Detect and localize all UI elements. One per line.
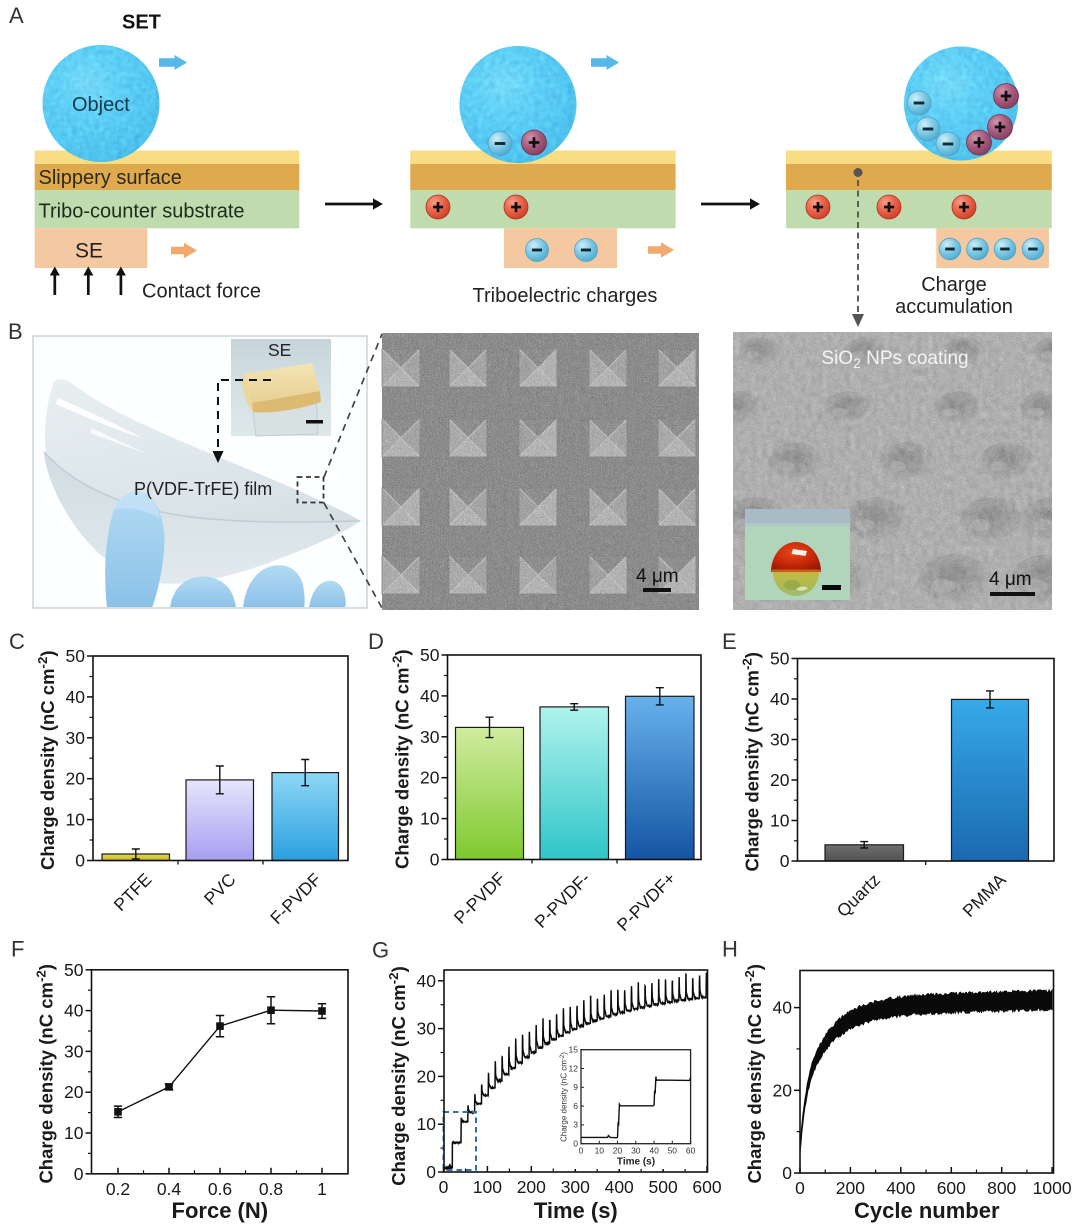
svg-text:400: 400	[605, 1177, 634, 1197]
svg-text:15: 15	[569, 1045, 579, 1055]
svg-text:0.6: 0.6	[208, 1179, 232, 1199]
svg-text:20: 20	[66, 769, 86, 789]
svg-text:Time (s): Time (s)	[534, 1198, 618, 1223]
svg-text:Cycle number: Cycle number	[854, 1198, 1000, 1223]
svg-text:400: 400	[886, 1178, 915, 1198]
svg-text:0: 0	[426, 1162, 436, 1182]
svg-text:500: 500	[648, 1177, 677, 1197]
svg-text:10: 10	[770, 811, 790, 831]
svg-text:12: 12	[569, 1063, 579, 1073]
svg-text:Object: Object	[72, 94, 130, 116]
svg-text:1: 1	[317, 1179, 327, 1199]
svg-text:40: 40	[773, 998, 793, 1018]
svg-text:3: 3	[573, 1120, 578, 1130]
svg-text:Tribo-counter substrate: Tribo-counter substrate	[39, 201, 245, 223]
svg-text:40: 40	[649, 1146, 659, 1156]
svg-text:D: D	[368, 629, 384, 654]
svg-text:B: B	[8, 319, 23, 344]
svg-text:Triboelectric charges: Triboelectric charges	[473, 285, 658, 307]
svg-text:200: 200	[517, 1177, 546, 1197]
svg-text:0: 0	[795, 1178, 805, 1198]
svg-text:Time (s): Time (s)	[617, 1157, 655, 1168]
svg-text:4 μm: 4 μm	[989, 569, 1032, 590]
svg-text:30: 30	[631, 1146, 641, 1156]
svg-text:600: 600	[692, 1177, 721, 1197]
svg-text:6: 6	[573, 1101, 578, 1111]
svg-text:0: 0	[74, 1164, 84, 1184]
svg-text:60: 60	[686, 1146, 696, 1156]
svg-text:40: 40	[770, 689, 790, 709]
svg-text:40: 40	[420, 686, 440, 706]
svg-text:0.2: 0.2	[106, 1179, 130, 1199]
svg-text:50: 50	[770, 649, 790, 669]
svg-text:G: G	[372, 938, 389, 963]
svg-text:0: 0	[430, 850, 440, 870]
svg-text:Charge density (nC cm-2): Charge density (nC cm-2)	[740, 652, 763, 872]
svg-text:Force (N): Force (N)	[172, 1198, 269, 1223]
svg-text:300: 300	[561, 1177, 590, 1197]
svg-text:40: 40	[417, 971, 437, 991]
svg-text:100: 100	[473, 1177, 502, 1197]
svg-text:Charge density (nC cm-2): Charge density (nC cm-2)	[560, 1052, 569, 1142]
svg-text:50: 50	[64, 960, 84, 980]
svg-text:SiO2 NPs coating: SiO2 NPs coating	[821, 348, 968, 371]
svg-text:0.8: 0.8	[259, 1179, 283, 1199]
svg-text:20: 20	[64, 1082, 84, 1102]
svg-text:600: 600	[937, 1178, 966, 1198]
svg-text:C: C	[9, 629, 25, 654]
svg-text:20: 20	[770, 770, 790, 790]
svg-text:20: 20	[417, 1066, 437, 1086]
svg-text:F: F	[11, 937, 24, 962]
svg-text:H: H	[722, 937, 738, 962]
svg-text:SET: SET	[122, 12, 161, 34]
svg-text:SE: SE	[268, 340, 291, 360]
svg-text:Charge density (nC cm-2): Charge density (nC cm-2)	[386, 966, 409, 1186]
svg-text:20: 20	[420, 768, 440, 788]
svg-text:0: 0	[579, 1146, 584, 1156]
svg-text:Charge density (nC cm-2): Charge density (nC cm-2)	[34, 964, 57, 1184]
svg-text:10: 10	[64, 1123, 84, 1143]
svg-text:0: 0	[573, 1139, 578, 1149]
svg-text:Charge density (nC cm-2): Charge density (nC cm-2)	[35, 650, 58, 870]
svg-text:50: 50	[66, 646, 86, 666]
svg-text:0: 0	[75, 851, 85, 871]
svg-text:20: 20	[773, 1080, 793, 1100]
svg-text:10: 10	[420, 809, 440, 829]
svg-text:E: E	[722, 629, 737, 654]
svg-text:P(VDF-TrFE) film: P(VDF-TrFE) film	[134, 479, 272, 499]
svg-text:1000: 1000	[1033, 1178, 1072, 1198]
svg-text:30: 30	[66, 728, 86, 748]
svg-text:50: 50	[668, 1146, 678, 1156]
svg-text:Charge: Charge	[921, 274, 987, 296]
svg-text:Contact force: Contact force	[142, 281, 261, 303]
svg-text:30: 30	[64, 1041, 84, 1061]
svg-text:Slippery surface: Slippery surface	[39, 167, 182, 189]
svg-text:0.4: 0.4	[157, 1179, 182, 1199]
svg-text:accumulation: accumulation	[895, 296, 1013, 318]
svg-text:A: A	[9, 3, 24, 28]
svg-text:800: 800	[987, 1178, 1016, 1198]
svg-text:10: 10	[595, 1146, 605, 1156]
svg-text:0: 0	[782, 1163, 792, 1183]
svg-text:4 μm: 4 μm	[636, 566, 679, 587]
svg-text:0: 0	[780, 851, 790, 871]
svg-text:50: 50	[420, 645, 440, 665]
svg-text:Charge density (nC cm-2): Charge density (nC cm-2)	[742, 964, 765, 1184]
svg-text:9: 9	[573, 1082, 578, 1092]
svg-text:10: 10	[66, 810, 86, 830]
svg-text:10: 10	[417, 1114, 437, 1134]
svg-text:200: 200	[836, 1178, 865, 1198]
svg-text:0: 0	[439, 1177, 449, 1197]
svg-text:40: 40	[66, 687, 86, 707]
svg-text:SE: SE	[75, 240, 103, 263]
svg-text:30: 30	[417, 1019, 437, 1039]
svg-text:30: 30	[420, 727, 440, 747]
svg-text:40: 40	[64, 1001, 84, 1021]
svg-text:30: 30	[770, 730, 790, 750]
svg-text:Charge density (nC cm-2): Charge density (nC cm-2)	[390, 649, 413, 869]
svg-text:20: 20	[613, 1146, 623, 1156]
